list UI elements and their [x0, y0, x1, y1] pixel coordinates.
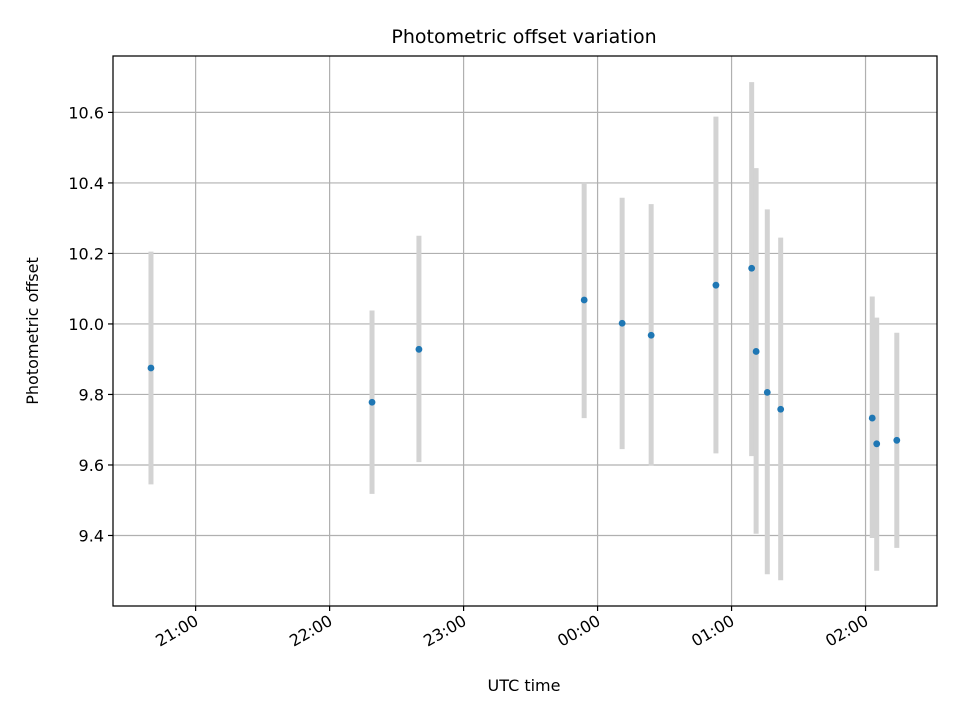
chart-title: Photometric offset variation — [391, 26, 656, 48]
data-point — [763, 388, 771, 396]
marker-layer — [147, 264, 901, 448]
data-point — [368, 398, 376, 406]
y-tick-label: 10.4 — [68, 174, 104, 193]
y-tick-label: 10.6 — [68, 103, 104, 122]
x-axis-label: UTC time — [488, 676, 561, 695]
data-point — [893, 436, 901, 444]
data-point — [777, 405, 785, 413]
y-tick-label: 9.4 — [79, 526, 104, 545]
data-point — [712, 281, 720, 289]
y-tick-label: 10.0 — [68, 315, 104, 334]
y-tick-label: 9.6 — [79, 456, 104, 475]
y-tick-layer: 9.4 9.6 9.8 10.0 10.2 10.4 10.6 — [68, 103, 113, 545]
y-tick-label: 9.8 — [79, 385, 104, 404]
data-point — [415, 345, 423, 353]
data-point — [580, 296, 588, 304]
data-point — [647, 331, 655, 339]
data-point — [868, 414, 876, 422]
data-point — [752, 348, 760, 355]
y-tick-label: 10.2 — [68, 244, 104, 263]
plot-frame — [112, 55, 938, 607]
data-point — [618, 319, 626, 327]
grid-layer — [113, 56, 937, 606]
data-point — [748, 264, 756, 272]
data-point — [873, 440, 881, 448]
data-point — [147, 364, 155, 372]
y-axis-label: Photometric offset — [23, 257, 42, 405]
